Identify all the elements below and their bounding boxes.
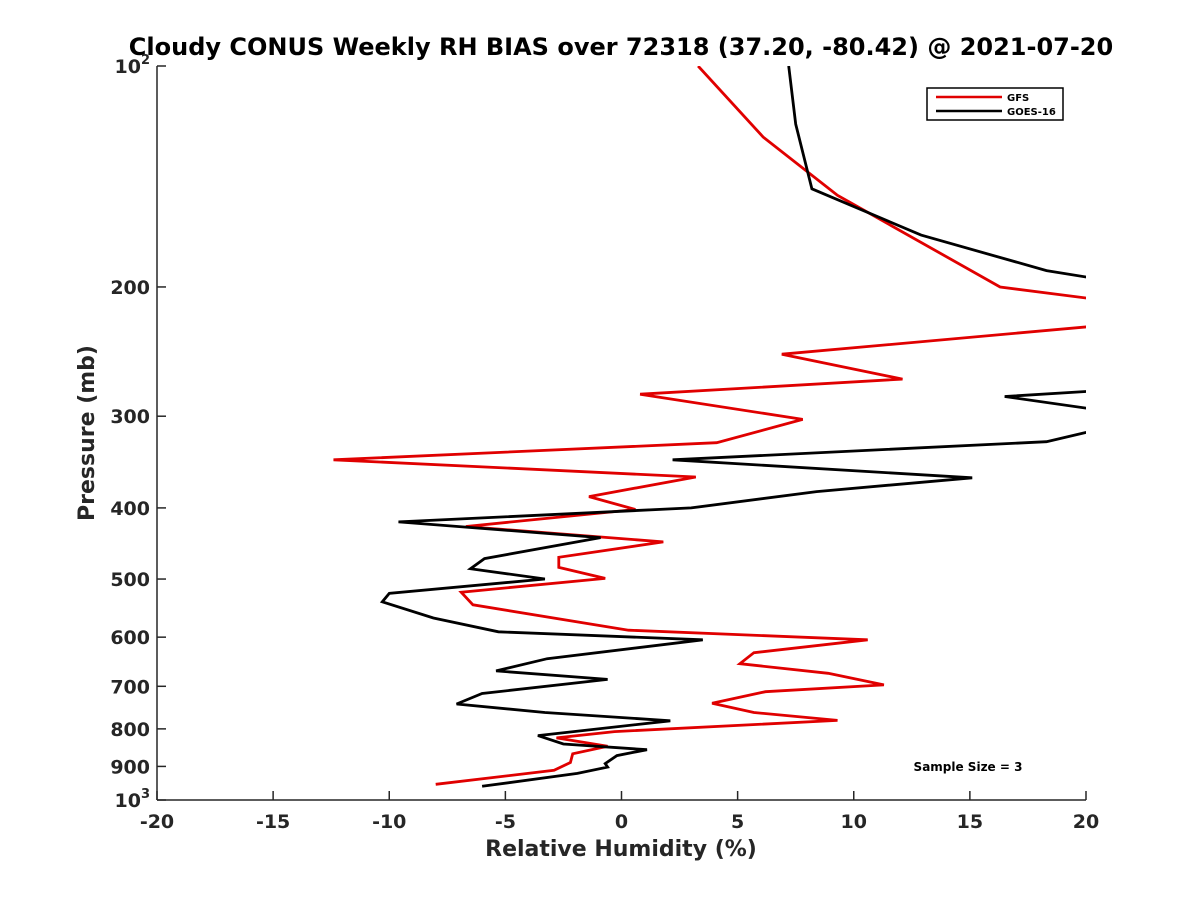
y-tick-label: 300 [110,406,150,428]
y-axis-label: Pressure (mb) [75,345,100,521]
y-tick-label: 400 [110,498,150,520]
series-line-goes16 [379,66,1086,788]
y-axis-ticks: 102 200 300 400 500 600 700 800 900 103 [110,53,166,812]
y-tick-label: 700 [110,676,150,698]
y-tick-label: 500 [110,569,150,591]
legend-box [926,87,1064,121]
x-axis-ticks: -20 -15 -10 -5 0 5 10 15 20 [140,791,1099,833]
series-layer [333,66,1086,788]
x-tick-label: 20 [1073,811,1099,833]
x-tick-label: 5 [731,811,744,833]
x-axis-label: Relative Humidity (%) [485,837,757,862]
y-tick-label: 103 [115,787,151,812]
legend-label-goes16: GOES-16 [1007,107,1056,118]
x-tick-label: -5 [495,811,516,833]
x-tick-label: 0 [615,811,628,833]
axes [156,66,1086,801]
y-tick-label: 200 [110,277,150,299]
legend-label-gfs: GFS [1007,93,1029,104]
y-tick-label: 800 [110,719,150,741]
x-tick-label: -15 [256,811,290,833]
x-tick-label: -10 [372,811,406,833]
chart-title: Cloudy CONUS Weekly RH BIAS over 72318 (… [129,33,1113,61]
y-tick-label: 900 [110,756,150,778]
x-tick-label: 15 [957,811,983,833]
legend: GFS GOES-16 [926,87,1064,121]
series-line-gfs [333,66,1086,786]
x-tick-label: 10 [841,811,867,833]
y-tick-label: 600 [110,627,150,649]
x-tick-label: -20 [140,811,174,833]
sample-size-annotation: Sample Size = 3 [914,760,1023,774]
y-tick-label: 102 [115,53,151,78]
